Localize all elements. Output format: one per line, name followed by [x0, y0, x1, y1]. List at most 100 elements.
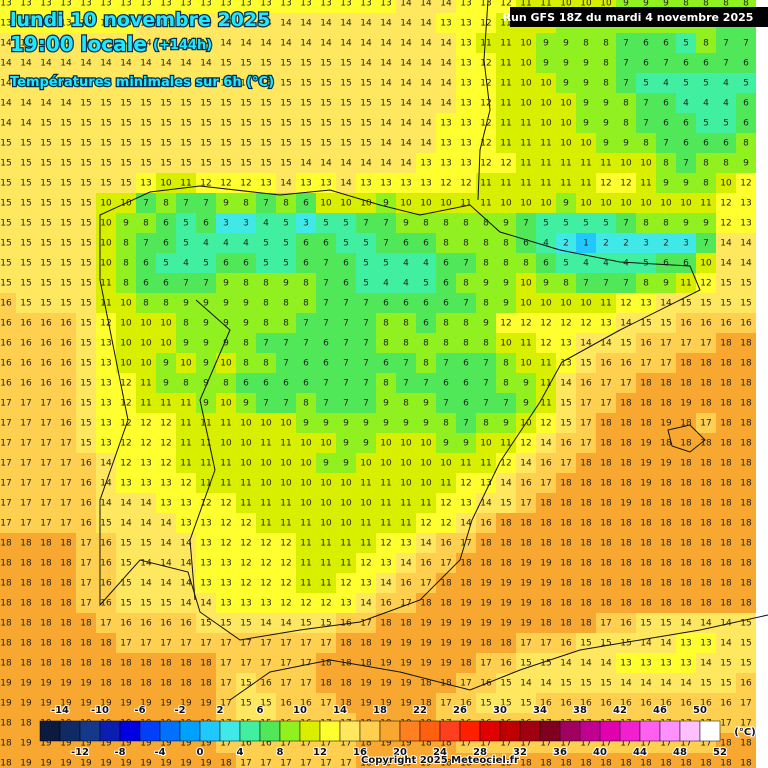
temperature-value: 12: [220, 539, 231, 549]
temperature-cell: [56, 53, 76, 73]
temperature-value: 17: [40, 419, 51, 429]
temperature-value: 14: [400, 59, 412, 69]
legend-swatch: [219, 720, 241, 742]
temperature-cell: [76, 253, 96, 273]
temperature-cell: [216, 133, 236, 153]
temperature-value: 6: [303, 259, 309, 269]
temperature-cell: [396, 253, 416, 273]
temperature-cell: [576, 53, 596, 73]
temperature-cell: [416, 113, 436, 133]
temperature-cell: [116, 293, 136, 313]
temperature-value: 8: [123, 279, 129, 289]
temperature-value: 17: [200, 639, 211, 649]
temperature-value: 11: [220, 419, 231, 429]
temperature-cell: [536, 93, 556, 113]
temperature-value: 7: [363, 319, 369, 329]
temperature-value: 19: [520, 599, 532, 609]
temperature-value: 13: [240, 0, 251, 9]
temperature-value: 18: [600, 479, 612, 489]
temperature-value: 10: [280, 459, 292, 469]
temperature-cell: [336, 313, 356, 333]
temperature-cell: [416, 273, 436, 293]
temperature-value: 14: [360, 39, 372, 49]
temperature-value: 15: [220, 159, 231, 169]
temperature-cell: [16, 293, 36, 313]
temperature-value: 13: [180, 0, 191, 9]
temperature-value: 14: [660, 679, 672, 689]
temperature-cell: [0, 233, 16, 253]
temperature-cell: [276, 133, 296, 153]
temperature-value: 15: [580, 679, 591, 689]
temperature-value: 19: [460, 619, 472, 629]
temperature-value: 19: [200, 759, 212, 768]
temperature-cell: [76, 53, 96, 73]
temperature-cell: [496, 53, 516, 73]
temperature-value: 17: [0, 439, 11, 449]
temperature-value: 9: [663, 179, 669, 189]
temperature-value: 18: [740, 459, 752, 469]
temperature-cell: [376, 233, 396, 253]
legend-label: 0: [197, 747, 204, 758]
temperature-value: 5: [263, 239, 269, 249]
temperature-value: 14: [420, 59, 432, 69]
temperature-cell: [0, 13, 16, 33]
legend-swatch: [299, 720, 321, 742]
legend-label: 4: [237, 747, 244, 758]
temperature-value: 12: [520, 439, 531, 449]
legend-label: 50: [693, 705, 707, 716]
temperature-cell: [116, 93, 136, 113]
temperature-value: 13: [420, 159, 431, 169]
temperature-value: 11: [400, 519, 411, 529]
temperature-cell: [656, 193, 676, 213]
temperature-cell: [456, 173, 476, 193]
temperature-value: 18: [180, 659, 192, 669]
temperature-value: 18: [640, 759, 652, 768]
temperature-value: 6: [743, 59, 749, 69]
temperature-value: 15: [140, 539, 151, 549]
temperature-value: 8: [243, 339, 249, 349]
temperature-cell: [236, 213, 256, 233]
temperature-value: 14: [300, 159, 312, 169]
temperature-value: 16: [100, 559, 112, 569]
temperature-value: 14: [180, 559, 192, 569]
temperature-cell: [136, 133, 156, 153]
temperature-cell: [576, 153, 596, 173]
temperature-value: 6: [283, 379, 289, 389]
temperature-value: 18: [200, 659, 212, 669]
temperature-value: 13: [660, 659, 671, 669]
temperature-value: 19: [360, 679, 372, 689]
temperature-cell: [96, 93, 116, 113]
temperature-value: 9: [183, 299, 189, 309]
temperature-value: 15: [600, 639, 611, 649]
temperature-value: 18: [720, 499, 732, 509]
temperature-value: 10: [560, 99, 572, 109]
temperature-value: 13: [420, 179, 431, 189]
temperature-cell: [356, 253, 376, 273]
temperature-value: 15: [20, 139, 31, 149]
temperature-value: 18: [660, 559, 672, 569]
temperature-value: 10: [420, 459, 432, 469]
temperature-value: 15: [40, 139, 51, 149]
temperature-value: 12: [220, 499, 231, 509]
temperature-cell: [416, 213, 436, 233]
temperature-cell: [136, 113, 156, 133]
temperature-cell: [736, 253, 756, 273]
temperature-cell: [56, 293, 76, 313]
legend-swatch: [699, 720, 721, 742]
temperature-cell: [116, 173, 136, 193]
temperature-value: 8: [583, 39, 589, 49]
temperature-cell: [136, 93, 156, 113]
temperature-value: 14: [720, 259, 732, 269]
temperature-cell: [0, 253, 16, 273]
temperature-value: 18: [560, 559, 572, 569]
temperature-value: 18: [740, 399, 752, 409]
temperature-value: 10: [680, 199, 692, 209]
legend-swatch: [659, 720, 681, 742]
temperature-value: 18: [600, 559, 612, 569]
temperature-cell: [596, 293, 616, 313]
temperature-cell: [76, 113, 96, 133]
temperature-value: 17: [260, 659, 271, 669]
legend-label: 42: [613, 705, 627, 716]
temperature-value: 10: [520, 59, 532, 69]
temperature-cell: [16, 0, 36, 13]
